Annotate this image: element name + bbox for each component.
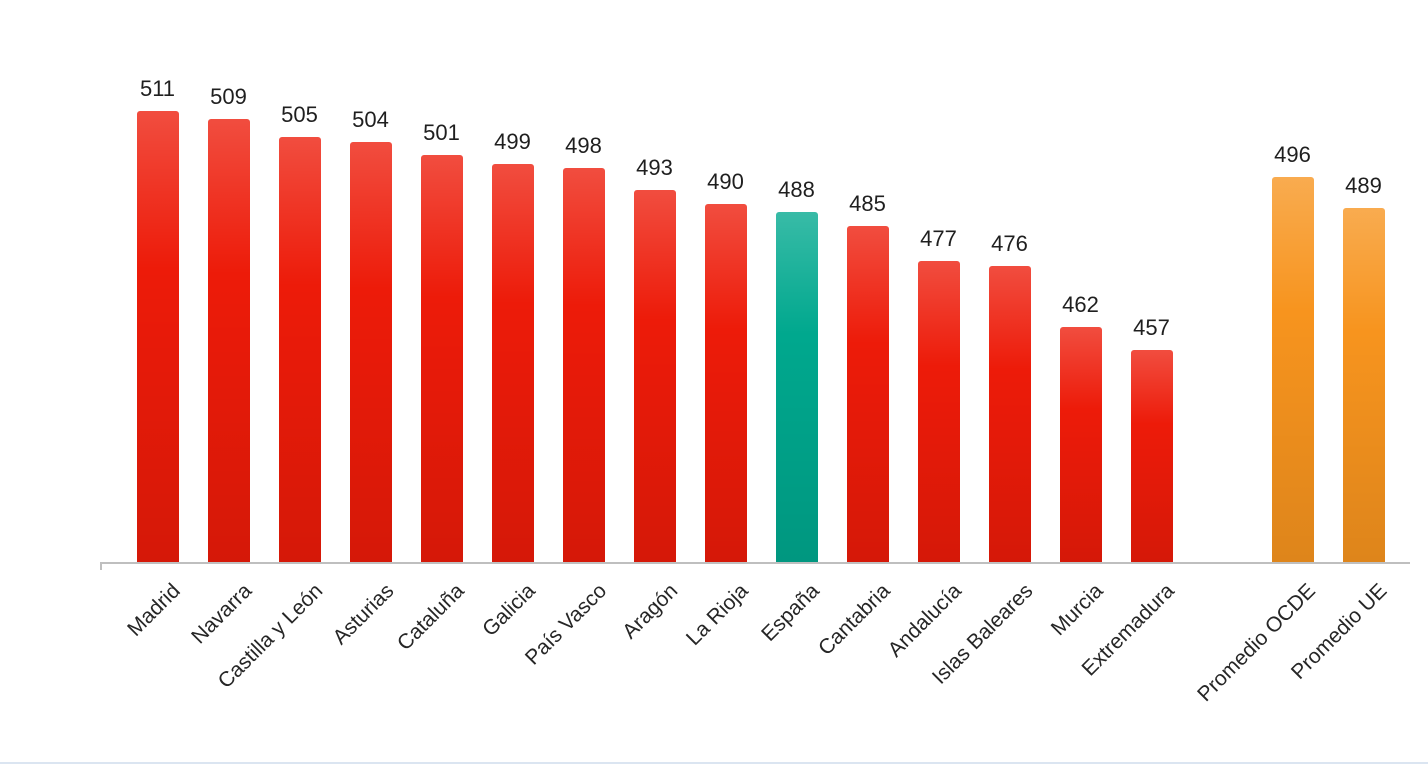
bar-la-rioja — [704, 204, 747, 562]
value-label: 509 — [210, 84, 247, 109]
value-label: 496 — [1274, 142, 1311, 167]
value-label: 485 — [849, 191, 886, 216]
value-label: 462 — [1062, 292, 1099, 317]
bar-group-catalu-a: 501 — [406, 122, 477, 562]
bar-asturias — [349, 142, 392, 562]
category-label-murcia: Murcia — [1047, 579, 1109, 641]
value-label: 499 — [494, 129, 531, 154]
bar-group-asturias: 504 — [335, 109, 406, 562]
bar-group-navarra: 509 — [193, 86, 264, 562]
bar-group-arag-n: 493 — [619, 157, 690, 562]
bar-madrid — [136, 111, 179, 562]
category-label-asturias: Asturias — [328, 579, 399, 650]
bar-catalu-a — [420, 155, 463, 562]
bar-group-islas-baleares: 476 — [974, 233, 1045, 562]
bar-espa-a — [775, 212, 818, 562]
bar-group-cantabria: 485 — [832, 193, 903, 562]
bar-castilla-y-le-n — [278, 137, 321, 562]
x-axis-tick — [100, 562, 102, 570]
category-label-navarra: Navarra — [186, 579, 257, 649]
bar-group-madrid: 511 — [122, 78, 193, 562]
value-label: 498 — [565, 133, 602, 158]
bar-group-espa-a: 488 — [761, 179, 832, 562]
bar-galicia — [491, 164, 534, 562]
value-label: 477 — [920, 226, 957, 251]
bar-group-galicia: 499 — [477, 131, 548, 562]
bar-group-murcia: 462 — [1045, 294, 1116, 562]
bar-andaluc-a — [917, 261, 960, 562]
bar-navarra — [207, 119, 250, 562]
bar-pa-s-vasco — [562, 168, 605, 562]
value-label: 457 — [1133, 315, 1170, 340]
value-label: 501 — [423, 120, 460, 145]
category-label-galicia: Galicia — [478, 579, 541, 641]
value-label: 490 — [707, 169, 744, 194]
bar-group-extremadura: 457 — [1116, 317, 1187, 562]
category-label-la-rioja: La Rioja — [682, 579, 754, 651]
bar-murcia — [1059, 327, 1102, 562]
bar-promedio-ocde — [1271, 177, 1314, 562]
bar-extremadura — [1130, 350, 1173, 562]
bar-group-la-rioja: 490 — [690, 171, 761, 562]
bar-group-pa-s-vasco: 498 — [548, 135, 619, 562]
bar-cantabria — [846, 226, 889, 562]
category-label-catalu-a: Cataluña — [393, 579, 470, 655]
category-label-cantabria: Cantabria — [814, 579, 896, 660]
bar-promedio-ue — [1342, 208, 1385, 562]
bottom-border — [0, 762, 1428, 764]
category-label-arag-n: Aragón — [617, 579, 683, 644]
value-label: 504 — [352, 107, 389, 132]
bar-group-castilla-y-le-n: 505 — [264, 104, 335, 562]
value-label: 505 — [281, 102, 318, 127]
bar-arag-n — [633, 190, 676, 562]
category-label-promedio-ocde: Promedio OCDE — [1193, 579, 1321, 707]
category-label-espa-a: España — [757, 579, 825, 646]
bar-group-promedio-ue: 489 — [1328, 175, 1399, 562]
bar-group-andaluc-a: 477 — [903, 228, 974, 562]
bar-islas-baleares — [988, 266, 1031, 562]
plot-area: 511 509 505 504 501 499 498 493 490 488 485 477 476 4… — [100, 0, 1410, 570]
category-axis: Madrid Navarra Castilla y León Asturias Cata… — [100, 566, 1410, 756]
value-label: 511 — [139, 76, 176, 101]
category-label-madrid: Madrid — [123, 579, 186, 641]
value-label: 488 — [778, 177, 815, 202]
bar-group-promedio-ocde: 496 — [1257, 144, 1328, 562]
value-label: 493 — [636, 155, 673, 180]
value-label: 489 — [1345, 173, 1382, 198]
value-label: 476 — [991, 231, 1028, 256]
